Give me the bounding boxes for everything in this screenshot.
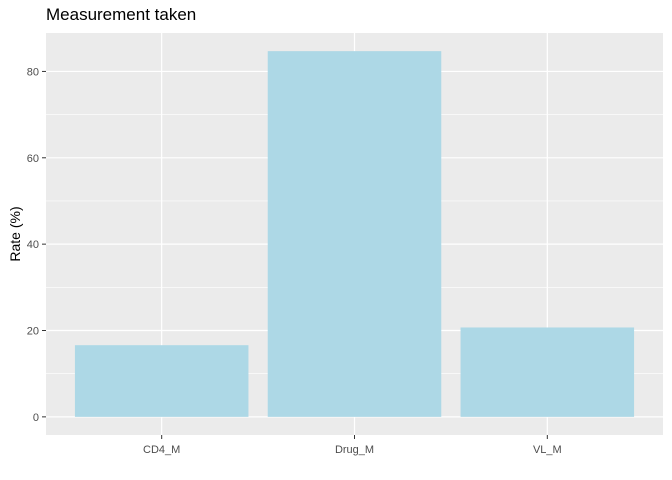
x-tick-label: CD4_M	[143, 444, 180, 456]
y-tick-label: 80	[27, 66, 39, 78]
chart-title: Measurement taken	[46, 5, 197, 24]
y-tick-label: 40	[27, 239, 39, 251]
bars	[74, 51, 635, 417]
bar-vl-m	[460, 327, 635, 417]
bar-drug-m	[267, 51, 442, 417]
y-axis: 0 20 40 60 80	[27, 66, 46, 424]
bar-cd4-m	[74, 345, 249, 417]
x-tick-label: VL_M	[533, 444, 562, 456]
y-tick-label: 60	[27, 153, 39, 165]
y-tick-label: 0	[33, 412, 39, 424]
x-axis: CD4_M Drug_M VL_M	[143, 435, 562, 456]
x-tick-label: Drug_M	[335, 444, 374, 456]
y-axis-label: Rate (%)	[7, 206, 23, 261]
y-tick-label: 20	[27, 326, 39, 338]
